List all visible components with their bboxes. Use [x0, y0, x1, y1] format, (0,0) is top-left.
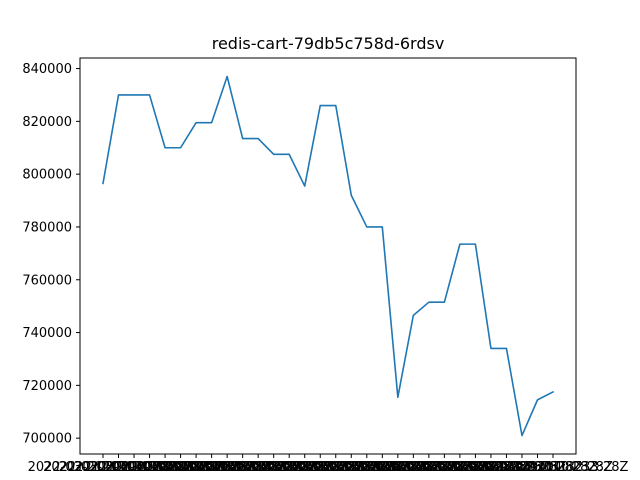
x-tick-label: 2022-03-21T04:32:28Z: [462, 460, 613, 475]
series-group: [102, 75, 555, 437]
x-tick-label: 2022-03-21T04:19:28Z: [260, 460, 411, 475]
y-tick-label: 700000: [22, 432, 72, 447]
x-tick-label: 2022-03-21T04:29:28Z: [416, 460, 567, 475]
x-tick-label: 2022-03-21T04:14:28Z: [183, 460, 334, 475]
x-tick-label: 2022-03-21T04:10:28Z: [121, 460, 272, 475]
y-tick-label: 720000: [22, 379, 72, 394]
x-tick-label: 2022-03-21T04:33:28Z: [478, 460, 629, 475]
y-tick-label: 740000: [22, 326, 72, 341]
x-tick-label: 2022-03-21T04:18:28Z: [245, 460, 396, 475]
y-tick-label: 820000: [22, 115, 72, 130]
x-tick-label: 2022-03-21T04:06:28Z: [59, 460, 210, 475]
x-tick-label: 2022-03-21T04:20:28Z: [276, 460, 427, 475]
x-tick-label: 2022-03-21T04:24:28Z: [338, 460, 489, 475]
x-tick-label: 2022-03-21T04:21:28Z: [291, 460, 442, 475]
y-tick-label: 760000: [22, 273, 72, 288]
x-tick-label: 2022-03-21T04:23:28Z: [322, 460, 473, 475]
x-tick-label: 2022-03-21T04:11:28Z: [136, 460, 287, 475]
x-tick-label: 2022-03-21T04:12:28Z: [152, 460, 303, 475]
x-tick-label: 2022-03-21T04:08:28Z: [90, 460, 241, 475]
x-tick-label: 2022-03-21T04:22:28Z: [307, 460, 458, 475]
y-tick-label: 800000: [22, 168, 72, 183]
x-tick-label: 2022-03-21T04:27:28Z: [384, 460, 535, 475]
chart-title: redis-cart-79db5c758d-6rdsv: [212, 34, 445, 53]
x-tick-label: 2022-03-21T04:04:28Z: [28, 460, 179, 475]
x-tick-label: 2022-03-21T04:26:28Z: [369, 460, 520, 475]
x-tick-label: 2022-03-21T04:15:28Z: [198, 460, 349, 475]
x-tick-label: 2022-03-21T04:16:28Z: [214, 460, 365, 475]
x-tick-label: 2022-03-21T04:05:28Z: [43, 460, 194, 475]
x-tick-label: 2022-03-21T04:31:28Z: [447, 460, 598, 475]
x-tick-label: 2022-03-21T04:28:28Z: [400, 460, 551, 475]
plot-area-frame: [79, 57, 577, 455]
x-tick-label: 2022-03-21T04:17:28Z: [229, 460, 380, 475]
x-tick-label: 2022-03-21T04:25:28Z: [353, 460, 504, 475]
series-line-0: [102, 75, 555, 437]
x-tick-label: 2022-03-21T04:13:28Z: [167, 460, 318, 475]
x-tick-label: 2022-03-21T04:09:28Z: [105, 460, 256, 475]
x-tick-label: 2022-03-21T04:07:28Z: [74, 460, 225, 475]
y-tick-label: 840000: [22, 62, 72, 77]
x-axis: 2022-03-21T04:04:28Z2022-03-21T04:05:28Z…: [28, 454, 629, 475]
y-axis: 700000 720000 740000 760000 780000 800000 8200…: [22, 62, 80, 447]
x-tick-label: 2022-03-21T04:30:28Z: [431, 460, 582, 475]
y-tick-label: 780000: [22, 220, 72, 235]
